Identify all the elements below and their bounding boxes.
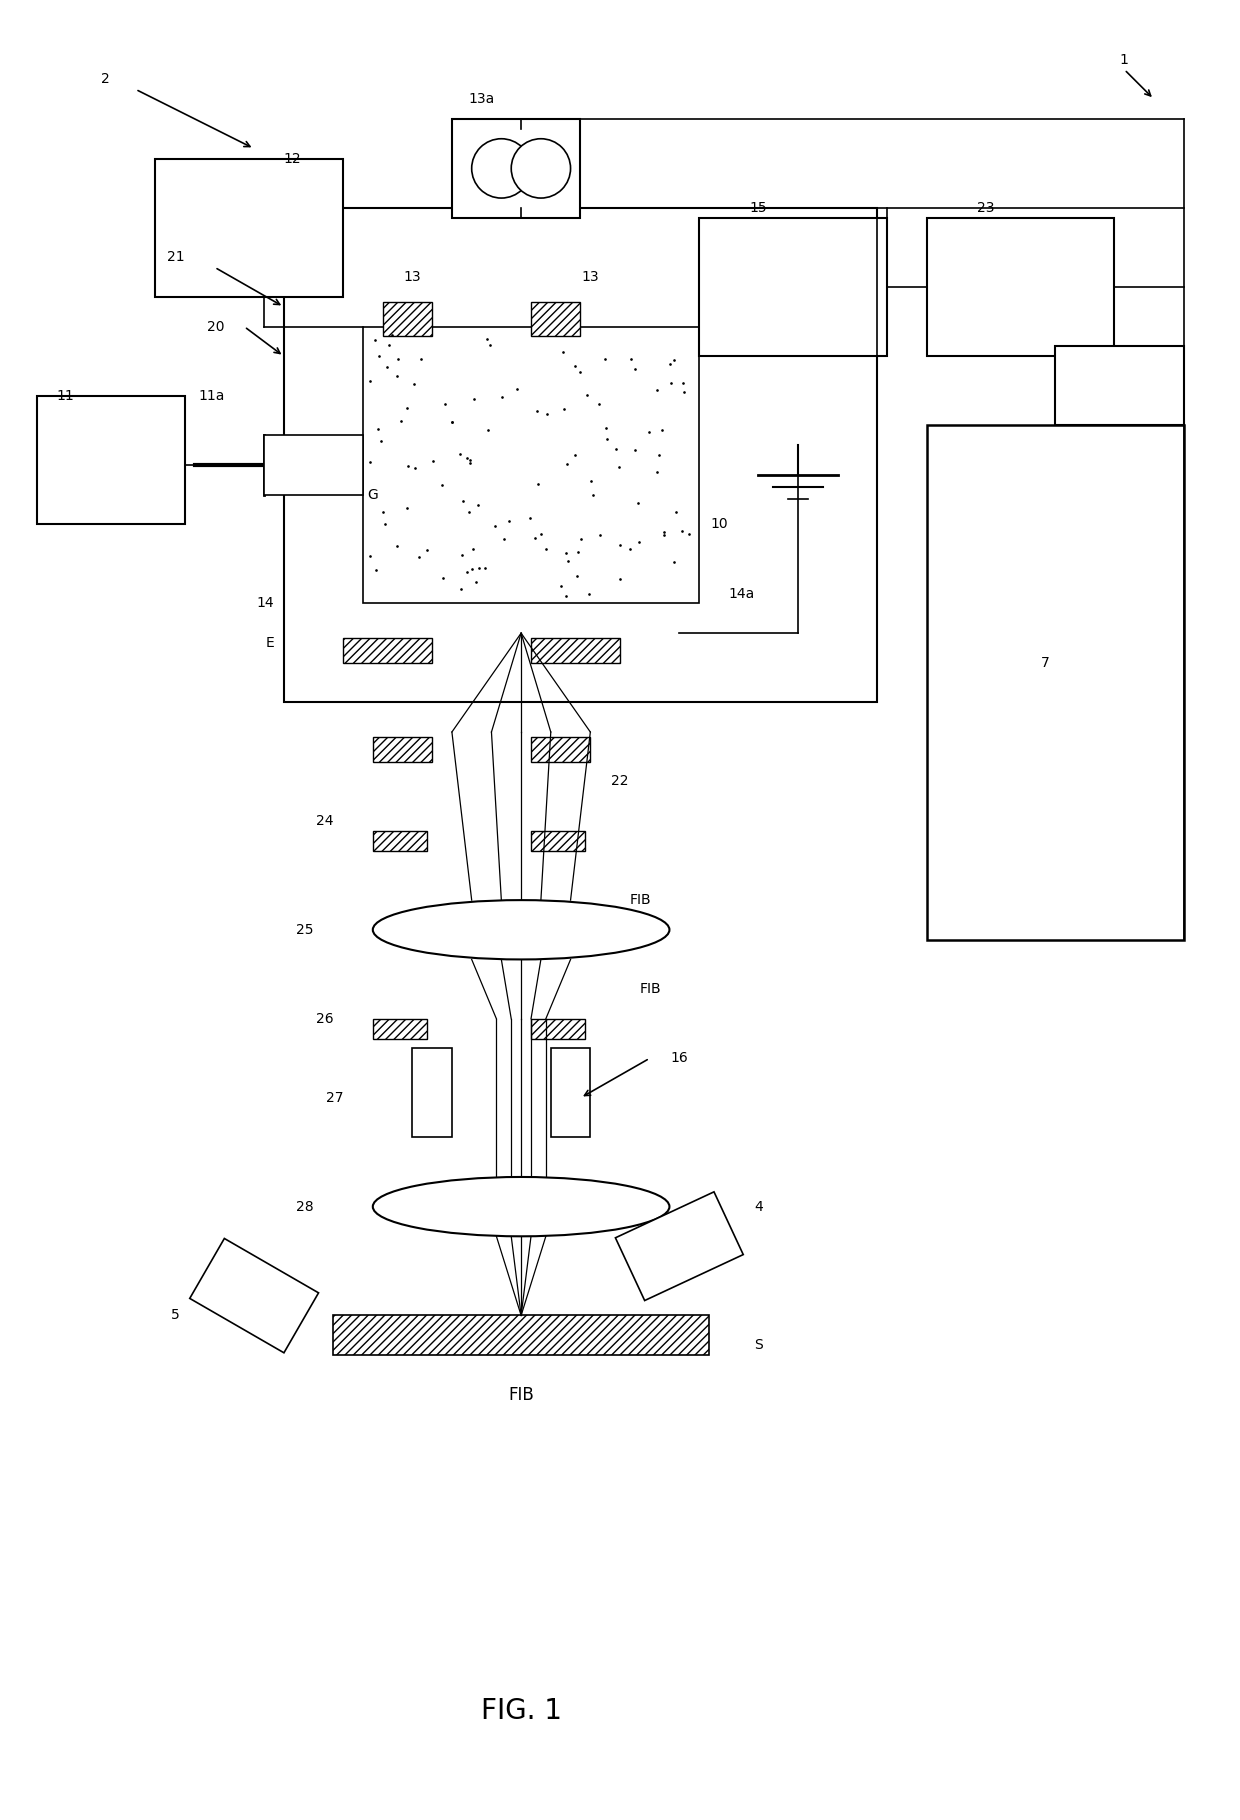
Text: 11a: 11a <box>198 389 224 402</box>
Text: 14: 14 <box>257 597 274 610</box>
Bar <box>531 302 580 337</box>
Text: 21: 21 <box>167 251 185 264</box>
Bar <box>363 326 699 604</box>
Bar <box>926 426 1184 939</box>
Text: FIB: FIB <box>630 894 651 906</box>
Text: 2: 2 <box>102 73 110 86</box>
Bar <box>531 639 620 662</box>
Bar <box>413 1048 451 1138</box>
Polygon shape <box>190 1238 319 1352</box>
Text: G: G <box>367 488 378 502</box>
Bar <box>531 1019 585 1039</box>
Bar <box>284 207 877 703</box>
Text: 1: 1 <box>1120 53 1128 67</box>
Text: 20: 20 <box>207 320 224 333</box>
Text: 23: 23 <box>977 200 994 215</box>
Bar <box>373 737 432 763</box>
Bar <box>343 639 432 662</box>
Bar <box>451 118 580 218</box>
Bar <box>926 218 1115 357</box>
Text: 11: 11 <box>56 389 74 402</box>
Text: 10: 10 <box>711 517 728 531</box>
Text: E: E <box>265 635 274 650</box>
Text: 16: 16 <box>671 1052 688 1065</box>
Bar <box>373 1019 428 1039</box>
Bar <box>551 1048 590 1138</box>
Text: 27: 27 <box>326 1090 343 1105</box>
Bar <box>531 737 590 763</box>
Text: FIB: FIB <box>508 1385 534 1403</box>
Text: S: S <box>754 1338 763 1352</box>
Text: 24: 24 <box>316 814 334 828</box>
Ellipse shape <box>373 1178 670 1236</box>
Text: FIB: FIB <box>640 983 661 996</box>
Text: 28: 28 <box>296 1199 314 1214</box>
Bar <box>373 832 428 850</box>
Text: 14a: 14a <box>729 586 755 601</box>
Circle shape <box>511 138 570 198</box>
Bar <box>264 435 363 495</box>
Text: 4: 4 <box>754 1199 763 1214</box>
Text: 13: 13 <box>582 269 599 284</box>
Text: 26: 26 <box>316 1012 334 1026</box>
Circle shape <box>471 138 531 198</box>
Bar <box>531 832 585 850</box>
Text: 12: 12 <box>284 151 301 166</box>
Text: 7: 7 <box>1040 655 1049 670</box>
Text: 25: 25 <box>296 923 314 937</box>
Bar <box>37 395 185 524</box>
Text: 13: 13 <box>403 269 422 284</box>
Bar <box>383 302 432 337</box>
Text: 15: 15 <box>750 200 768 215</box>
Text: FIG. 1: FIG. 1 <box>481 1696 562 1725</box>
Text: 5: 5 <box>171 1309 180 1323</box>
Bar <box>334 1316 709 1354</box>
Bar <box>155 158 343 297</box>
Text: 22: 22 <box>611 775 629 788</box>
Ellipse shape <box>373 901 670 959</box>
Bar <box>699 218 887 357</box>
Bar <box>1055 346 1184 426</box>
Text: 13a: 13a <box>469 93 495 106</box>
Polygon shape <box>615 1192 743 1301</box>
